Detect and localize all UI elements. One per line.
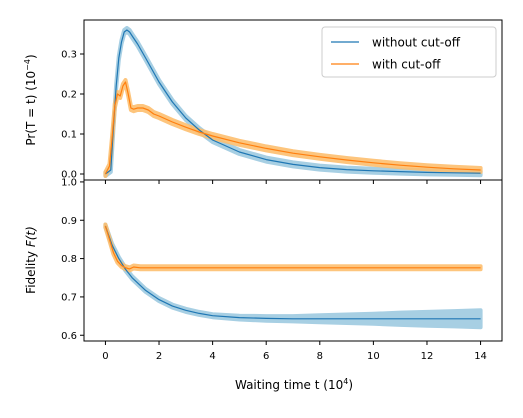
x-tick-label: 14 bbox=[474, 351, 487, 362]
axes-frame bbox=[83, 179, 503, 342]
series-line-0 bbox=[104, 225, 481, 320]
y-tick-label: 0.0 bbox=[61, 170, 77, 181]
bottom-panel: 0.6 0.7 0.8 0.9 1.0 0 2 4 6 8 10 12 14 bbox=[61, 177, 503, 362]
series-line-1 bbox=[104, 81, 481, 175]
series-band-1 bbox=[103, 222, 483, 273]
bottom-y-axis-label: Fidelity F(t) bbox=[24, 226, 38, 294]
x-tick-label: 6 bbox=[263, 351, 269, 362]
series-band-1 bbox=[103, 78, 483, 178]
axis-labels: Pr(T = t) (10−4) Fidelity F(t) Waiting tim… bbox=[23, 54, 353, 392]
series-band-0 bbox=[103, 26, 483, 178]
top-y-axis-label: Pr(T = t) (10−4) bbox=[23, 54, 38, 145]
x-tick-label: 12 bbox=[421, 351, 434, 362]
y-tick-label: 1.0 bbox=[61, 177, 77, 188]
series-line-1 bbox=[104, 225, 481, 270]
legend: without cut-off with cut-off bbox=[321, 26, 497, 78]
legend-entry: without cut-off bbox=[372, 36, 461, 50]
y-tick-label: 0.8 bbox=[61, 254, 77, 265]
series-band-0 bbox=[103, 222, 483, 330]
series-line-0 bbox=[105, 29, 481, 175]
x-tick-label: 10 bbox=[367, 351, 380, 362]
legend-entry: with cut-off bbox=[372, 58, 441, 72]
y-tick-label: 0.3 bbox=[61, 50, 77, 61]
y-tick-label: 0.7 bbox=[61, 292, 77, 303]
y-tick-label: 0.2 bbox=[61, 90, 77, 101]
top-panel: 0.0 0.1 0.2 0.3 bbox=[61, 19, 503, 184]
y-tick-label: 0.1 bbox=[61, 130, 77, 141]
x-tick-label: 8 bbox=[317, 351, 323, 362]
y-tick-label: 0.9 bbox=[61, 216, 77, 227]
x-tick-label: 2 bbox=[156, 351, 162, 362]
x-tick-label: 0 bbox=[102, 351, 108, 362]
y-tick-label: 0.6 bbox=[61, 331, 77, 342]
x-axis-label: Waiting time t (104) bbox=[235, 377, 353, 392]
legend-box bbox=[321, 26, 497, 78]
x-tick-label: 4 bbox=[209, 351, 215, 362]
